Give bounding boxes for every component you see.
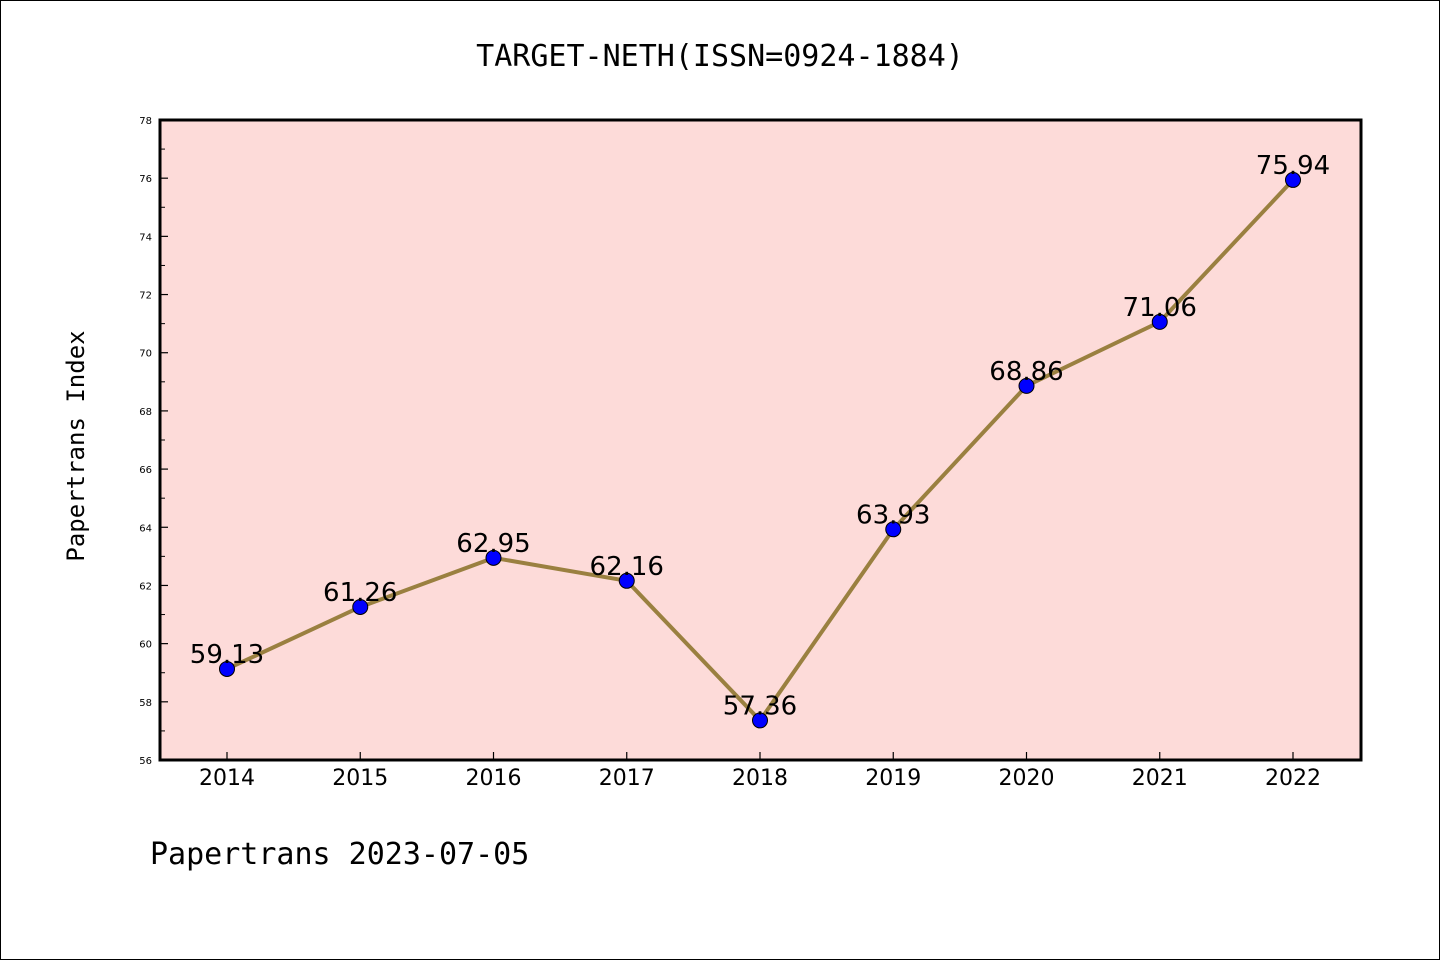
data-point [752, 712, 768, 729]
plot-border [158, 118, 1363, 762]
data-point [485, 549, 502, 566]
data-point [219, 660, 235, 677]
x-tick-label: 2014 [199, 766, 255, 791]
y-tick-label: 78 [139, 116, 152, 127]
data-label: 62.16 [590, 552, 664, 582]
data-label: 68.86 [989, 357, 1063, 387]
data-point [352, 598, 369, 615]
y-tick-label: 76 [139, 174, 152, 185]
y-tick-label: 56 [139, 756, 152, 767]
data-point [1018, 377, 1035, 394]
data-label: 57.36 [723, 691, 797, 721]
footer-text: Papertrans 2023-07-05 [150, 837, 529, 872]
series-layer [219, 171, 1301, 729]
y-tick-label: 66 [139, 465, 152, 476]
data-point [1285, 171, 1301, 188]
data-label: 59.13 [190, 640, 264, 670]
data-point [1151, 313, 1168, 330]
x-tick-label: 2017 [599, 766, 655, 791]
y-tick-label: 74 [139, 232, 152, 243]
x-tick-label: 2018 [732, 766, 788, 791]
y-tick-label: 72 [139, 291, 152, 302]
data-point [885, 521, 902, 538]
data-label: 71.06 [1123, 293, 1197, 323]
y-tick-label: 68 [139, 407, 152, 418]
y-tick-label: 70 [139, 349, 152, 360]
data-label: 61.26 [323, 578, 397, 608]
y-tick-label: 58 [139, 698, 152, 709]
x-tick-label: 2020 [999, 766, 1055, 791]
y-tick-label: 60 [139, 640, 152, 651]
x-tick-label: 2019 [865, 766, 921, 791]
chart-title: TARGET-NETH(ISSN=0924-1884) [476, 39, 964, 74]
y-tick-label: 64 [139, 523, 152, 534]
x-tick-label: 2015 [332, 766, 388, 791]
y-tick-label: 62 [139, 581, 152, 592]
x-tick-label: 2022 [1265, 766, 1321, 791]
plot-area [160, 120, 1361, 760]
data-label: 62.95 [456, 529, 530, 559]
data-point [618, 572, 635, 589]
x-tick-label: 2021 [1132, 766, 1188, 791]
data-label-layer: 59.13 61.26 62.95 62.16 57.36 63.93 68.86 71.06… [190, 151, 1330, 722]
y-axis-label: Papertrans Index [62, 330, 90, 561]
y-axis: 56 58 60 62 64 66 68 70 72 74 76 78 [139, 116, 168, 767]
data-label: 75.94 [1256, 151, 1330, 181]
x-axis: 2014 2015 2016 2017 2018 2019 2020 2021 2022 [199, 752, 1321, 791]
data-label: 63.93 [856, 500, 930, 530]
x-tick-label: 2016 [466, 766, 522, 791]
